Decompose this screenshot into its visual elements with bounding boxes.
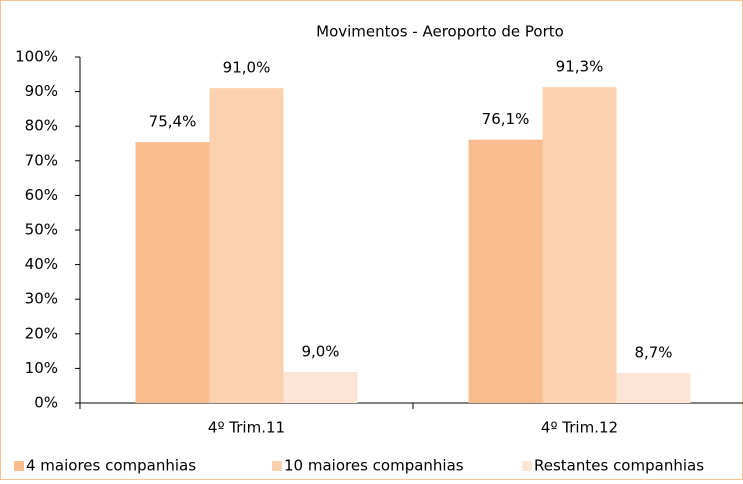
- value-label: 91,3%: [556, 58, 604, 76]
- x-tick-label: 4º Trim.12: [541, 419, 618, 437]
- bar: [616, 372, 691, 403]
- y-tick-label: 70%: [25, 151, 58, 169]
- y-tick-label: 0%: [34, 394, 58, 412]
- x-tick-label: 4º Trim.11: [208, 419, 285, 437]
- y-tick-label: 100%: [15, 48, 58, 66]
- legend-swatch: [522, 461, 532, 471]
- y-tick-label: 60%: [25, 186, 58, 204]
- bar: [283, 371, 358, 403]
- legend-swatch: [14, 461, 24, 471]
- y-tick-label: 40%: [25, 255, 58, 273]
- y-tick-label: 50%: [25, 221, 58, 239]
- legend-label: 4 maiores companhias: [26, 457, 196, 475]
- y-tick-label: 30%: [25, 290, 58, 308]
- bar: [209, 88, 284, 403]
- legend-label: Restantes companhias: [534, 457, 704, 475]
- chart-title: Movimentos - Aeroporto de Porto: [316, 23, 564, 41]
- bar: [542, 87, 617, 404]
- bar: [135, 142, 210, 403]
- y-tick-label: 20%: [25, 324, 58, 342]
- legend-swatch: [272, 461, 282, 471]
- value-label: 8,7%: [634, 343, 672, 361]
- value-label: 75,4%: [149, 113, 197, 131]
- value-label: 76,1%: [482, 110, 530, 128]
- legend-label: 10 maiores companhias: [284, 457, 464, 475]
- value-label: 9,0%: [301, 342, 339, 360]
- bar: [468, 139, 543, 403]
- y-tick-label: 80%: [25, 117, 58, 135]
- y-tick-label: 10%: [25, 359, 58, 377]
- value-label: 91,0%: [223, 59, 271, 77]
- y-tick-label: 90%: [25, 82, 58, 100]
